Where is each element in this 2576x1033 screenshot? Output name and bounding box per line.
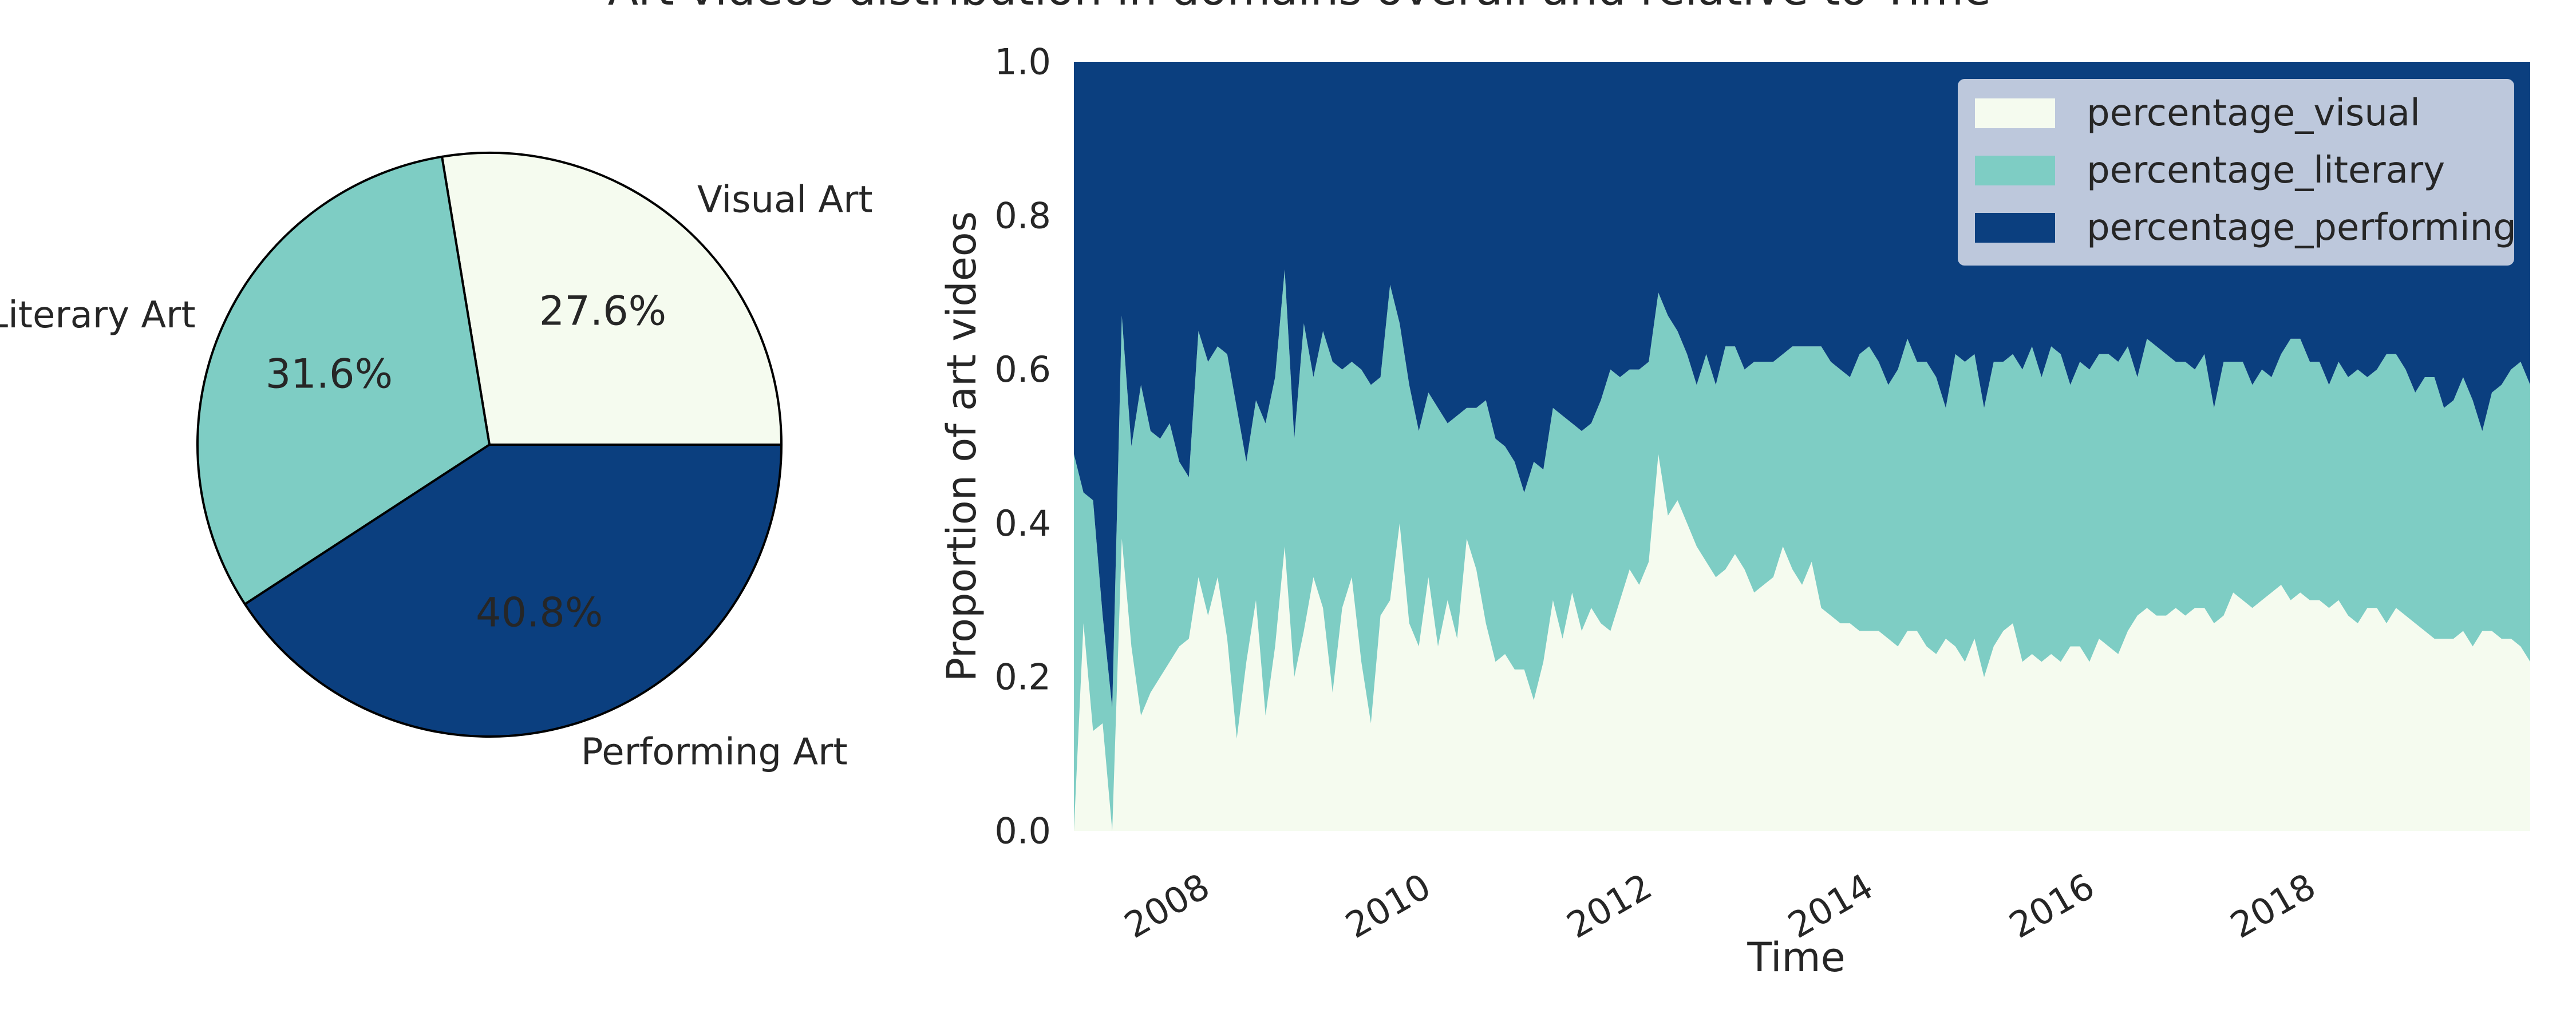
legend-swatch bbox=[1975, 213, 2055, 243]
figure-title: Art videos distribution in domains overa… bbox=[608, 0, 1991, 15]
legend-frame bbox=[1958, 79, 2514, 266]
y-tick-label: 1.0 bbox=[994, 41, 1051, 83]
y-tick-label: 0.2 bbox=[994, 656, 1051, 698]
pie-slice-literary-art bbox=[196, 155, 491, 605]
y-tick-label: 0.8 bbox=[994, 195, 1051, 236]
area-series-percentage-visual bbox=[1074, 454, 2530, 831]
x-tick-label: 2018 bbox=[2223, 865, 2322, 947]
x-tick-label: 2016 bbox=[2002, 865, 2101, 947]
x-tick-label: 2010 bbox=[1338, 865, 1437, 947]
legend-entry-label: percentage_performing bbox=[2087, 207, 2516, 249]
pie-label: Literary Art bbox=[0, 294, 196, 337]
area-series-percentage-literary bbox=[1074, 269, 2530, 831]
x-axis-label: Time bbox=[1747, 934, 1845, 981]
legend-swatch bbox=[1975, 156, 2055, 185]
pie-percentage-label: 31.6% bbox=[266, 351, 393, 398]
legend-entry-label: percentage_literary bbox=[2087, 149, 2445, 192]
legend: percentage_visual percentage_literaryperc… bbox=[1958, 79, 2516, 266]
y-tick-label: 0.6 bbox=[994, 349, 1051, 390]
y-tick-label: 0.4 bbox=[994, 502, 1051, 544]
pie-label: Visual Art bbox=[697, 179, 873, 221]
x-tick-label: 2008 bbox=[1117, 865, 1216, 947]
pie-slice-performing-art bbox=[243, 444, 783, 738]
y-tick-label: 0.0 bbox=[994, 810, 1051, 852]
pie-percentage-label: 40.8% bbox=[476, 589, 603, 636]
y-axis-label: Proportion of art videos bbox=[938, 211, 985, 682]
pie-chart: Visual Art 27.6% Literary Art 31.6% Performi… bbox=[0, 152, 873, 774]
pie-label: Performing Art bbox=[581, 731, 848, 774]
pie-slice-visual-art bbox=[441, 152, 783, 446]
legend-entry-label: percentage_visual bbox=[2087, 92, 2420, 134]
legend-swatch bbox=[1975, 98, 2055, 128]
pie-percentage-label: 27.6% bbox=[539, 288, 666, 335]
x-tick-label: 2012 bbox=[1560, 865, 1659, 947]
